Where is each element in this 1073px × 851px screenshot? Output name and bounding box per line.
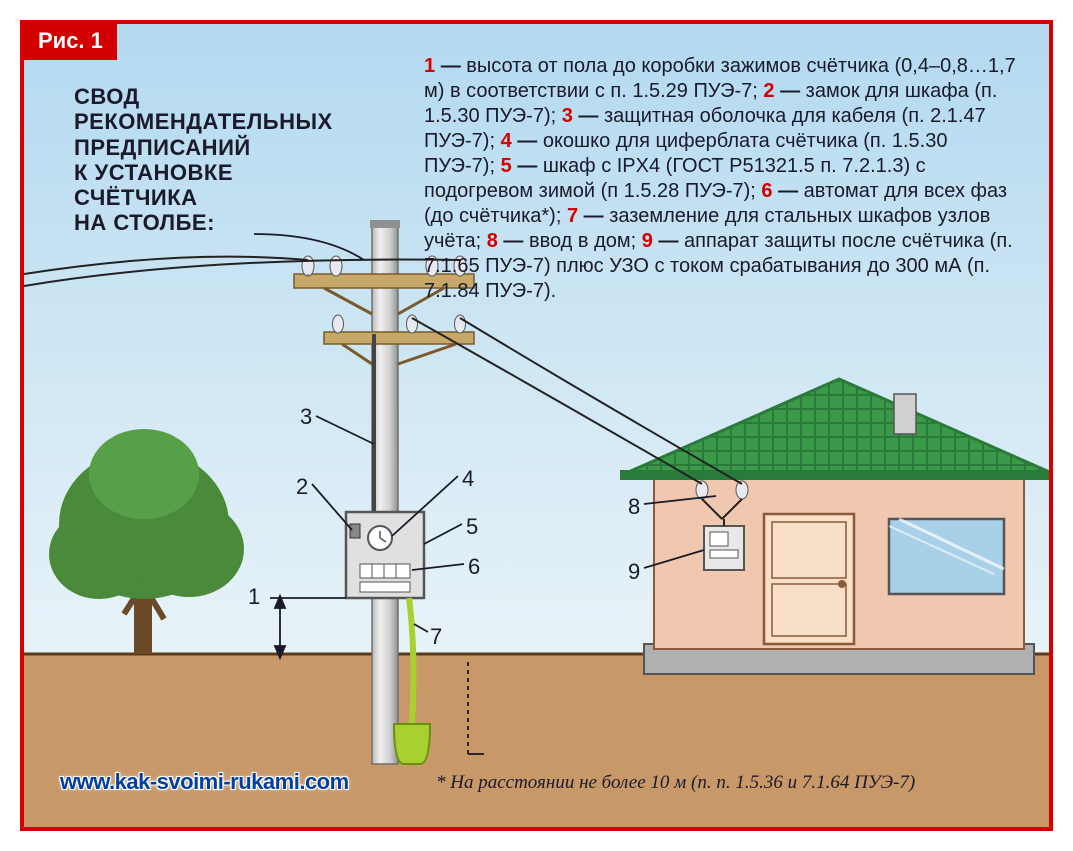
figure-label: Рис. 1	[24, 24, 117, 60]
callout-3: 3	[300, 404, 312, 430]
callout-5: 5	[466, 514, 478, 540]
callout-4: 4	[462, 466, 474, 492]
title-line: РЕКОМЕНДАТЕЛЬНЫХ	[74, 109, 374, 134]
legend-block: 1 — высота от пола до коробки зажимов сч…	[424, 54, 1024, 304]
pole-cabinet	[346, 512, 424, 598]
callout-7: 7	[430, 624, 442, 650]
watermark: www.kak-svoimi-rukami.com	[60, 769, 349, 795]
title-block: СВОД РЕКОМЕНДАТЕЛЬНЫХ ПРЕДПИСАНИЙ К УСТА…	[74, 84, 374, 236]
title-line: НА СТОЛБЕ:	[74, 210, 374, 235]
title-line: СВОД	[74, 84, 374, 109]
footnote: * На расстоянии не более 10 м (п. п. 1.5…	[436, 772, 915, 794]
callout-8: 8	[628, 494, 640, 520]
title-line: К УСТАНОВКЕ	[74, 160, 374, 185]
ground-fill	[24, 654, 1049, 827]
figure-frame: Рис. 1 СВОД РЕКОМЕНДАТЕЛЬНЫХ ПРЕДПИСАНИЙ…	[20, 20, 1053, 831]
callout-1: 1	[248, 584, 260, 610]
title-line: СЧЁТЧИКА	[74, 185, 374, 210]
title-line: ПРЕДПИСАНИЙ	[74, 135, 374, 160]
house-box	[704, 519, 744, 570]
callout-6: 6	[468, 554, 480, 580]
callout-2: 2	[296, 474, 308, 500]
callout-9: 9	[628, 559, 640, 585]
